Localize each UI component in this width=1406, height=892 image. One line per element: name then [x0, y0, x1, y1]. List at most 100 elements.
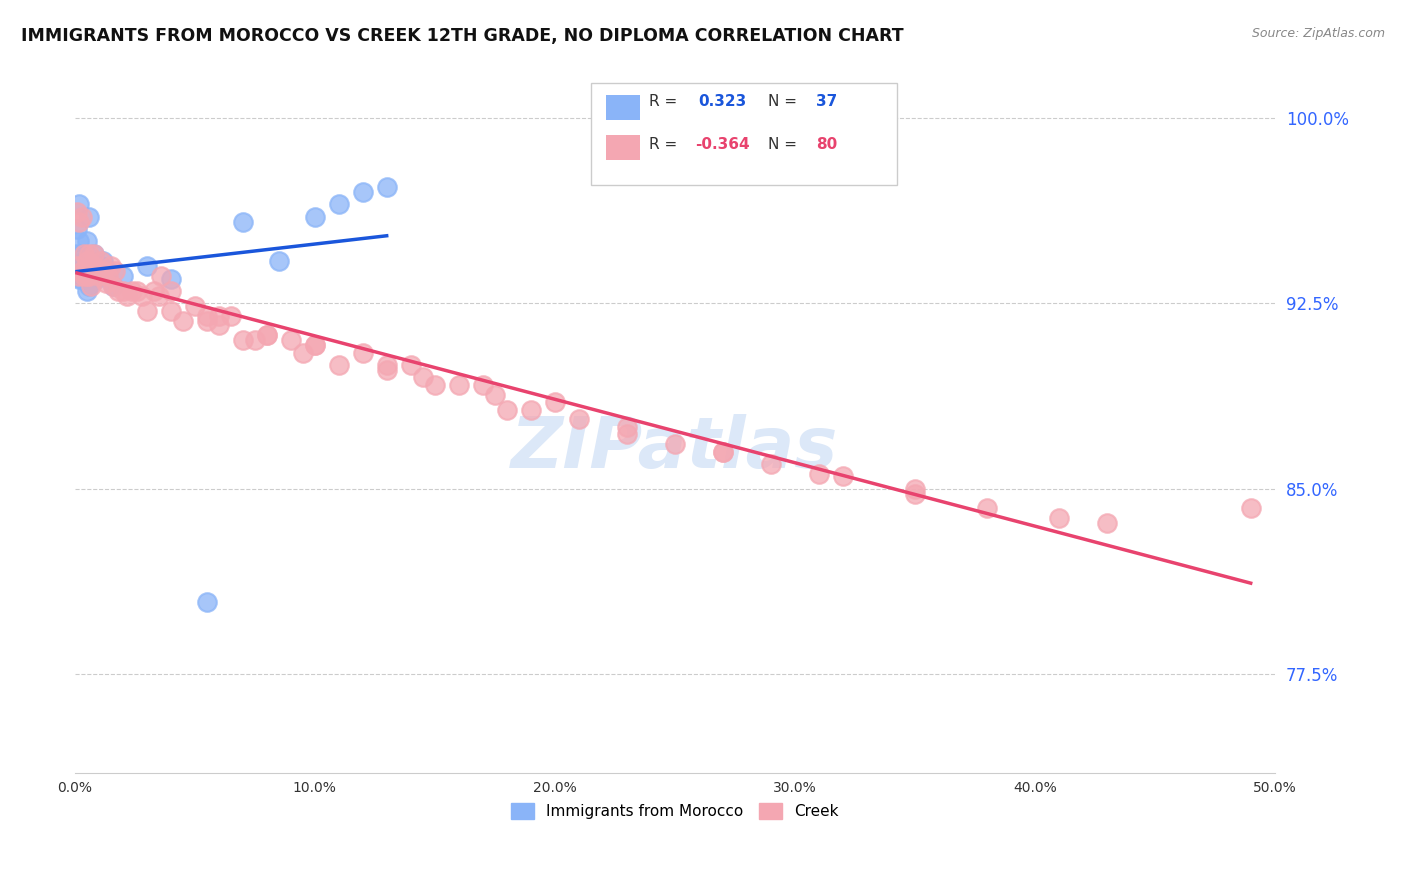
- Creek: [664, 437, 686, 451]
- Immigrants from Morocco: [70, 259, 93, 273]
- Immigrants from Morocco: [80, 259, 103, 273]
- Creek: [243, 334, 266, 348]
- Immigrants from Morocco: [101, 279, 124, 293]
- Creek: [399, 358, 422, 372]
- Immigrants from Morocco: [90, 259, 112, 273]
- Creek: [412, 370, 434, 384]
- Creek: [256, 328, 278, 343]
- Creek: [80, 259, 103, 273]
- Creek: [131, 289, 153, 303]
- Creek: [159, 284, 181, 298]
- Creek: [471, 377, 494, 392]
- Creek: [195, 313, 218, 327]
- Text: R =: R =: [650, 137, 678, 152]
- Creek: [80, 279, 103, 293]
- Immigrants from Morocco: [70, 271, 93, 285]
- Creek: [121, 284, 143, 298]
- Creek: [328, 358, 350, 372]
- Immigrants from Morocco: [69, 235, 91, 249]
- Immigrants from Morocco: [93, 254, 115, 268]
- Creek: [375, 358, 398, 372]
- Immigrants from Morocco: [84, 271, 107, 285]
- Immigrants from Morocco: [83, 247, 105, 261]
- Creek: [1047, 511, 1070, 525]
- Creek: [616, 419, 638, 434]
- Creek: [87, 269, 110, 284]
- Immigrants from Morocco: [76, 284, 98, 298]
- Creek: [150, 269, 173, 284]
- Creek: [172, 313, 194, 327]
- Creek: [375, 363, 398, 377]
- Text: IMMIGRANTS FROM MOROCCO VS CREEK 12TH GRADE, NO DIPLOMA CORRELATION CHART: IMMIGRANTS FROM MOROCCO VS CREEK 12TH GR…: [21, 27, 904, 45]
- Creek: [83, 247, 105, 261]
- Creek: [219, 309, 242, 323]
- Creek: [83, 259, 105, 273]
- Creek: [195, 309, 218, 323]
- Creek: [70, 264, 93, 278]
- Legend: Immigrants from Morocco, Creek: Immigrants from Morocco, Creek: [505, 797, 845, 825]
- Immigrants from Morocco: [111, 269, 134, 284]
- Immigrants from Morocco: [352, 185, 374, 199]
- Immigrants from Morocco: [159, 271, 181, 285]
- Immigrants from Morocco: [66, 247, 89, 261]
- Immigrants from Morocco: [77, 279, 100, 293]
- FancyBboxPatch shape: [591, 83, 897, 185]
- Creek: [135, 303, 157, 318]
- Creek: [807, 467, 830, 481]
- Creek: [73, 269, 96, 284]
- Creek: [76, 269, 98, 284]
- Creek: [976, 501, 998, 516]
- Creek: [104, 264, 127, 278]
- Creek: [111, 284, 134, 298]
- Bar: [606, 136, 640, 160]
- Immigrants from Morocco: [83, 267, 105, 281]
- Creek: [90, 254, 112, 268]
- Creek: [101, 279, 124, 293]
- Creek: [280, 334, 302, 348]
- Creek: [352, 345, 374, 359]
- Immigrants from Morocco: [195, 595, 218, 609]
- Creek: [183, 299, 205, 313]
- Text: 37: 37: [817, 95, 838, 109]
- Creek: [519, 402, 541, 417]
- Immigrants from Morocco: [80, 271, 103, 285]
- Creek: [70, 210, 93, 224]
- Creek: [423, 377, 446, 392]
- Text: N =: N =: [768, 137, 797, 152]
- Immigrants from Morocco: [375, 180, 398, 194]
- Text: -0.364: -0.364: [695, 137, 749, 152]
- Creek: [831, 469, 853, 483]
- Immigrants from Morocco: [77, 210, 100, 224]
- Immigrants from Morocco: [77, 259, 100, 273]
- Creek: [148, 289, 170, 303]
- Creek: [94, 277, 117, 291]
- Immigrants from Morocco: [76, 235, 98, 249]
- Creek: [159, 303, 181, 318]
- Creek: [904, 486, 927, 500]
- Creek: [447, 377, 470, 392]
- Immigrants from Morocco: [66, 259, 89, 273]
- Creek: [711, 444, 734, 458]
- Immigrants from Morocco: [135, 259, 157, 273]
- Creek: [232, 334, 254, 348]
- Immigrants from Morocco: [76, 267, 98, 281]
- Creek: [73, 247, 96, 261]
- Creek: [568, 412, 591, 426]
- Creek: [66, 204, 89, 219]
- Immigrants from Morocco: [87, 264, 110, 278]
- Immigrants from Morocco: [73, 254, 96, 268]
- Immigrants from Morocco: [304, 210, 326, 224]
- Creek: [77, 247, 100, 261]
- Text: 80: 80: [817, 137, 838, 152]
- Immigrants from Morocco: [328, 197, 350, 211]
- Text: N =: N =: [768, 95, 797, 109]
- Creek: [759, 457, 782, 471]
- Creek: [1240, 501, 1263, 516]
- Creek: [256, 328, 278, 343]
- Immigrants from Morocco: [69, 197, 91, 211]
- Creek: [291, 345, 314, 359]
- Creek: [208, 309, 231, 323]
- Creek: [117, 289, 139, 303]
- Creek: [69, 215, 91, 229]
- Immigrants from Morocco: [267, 254, 290, 268]
